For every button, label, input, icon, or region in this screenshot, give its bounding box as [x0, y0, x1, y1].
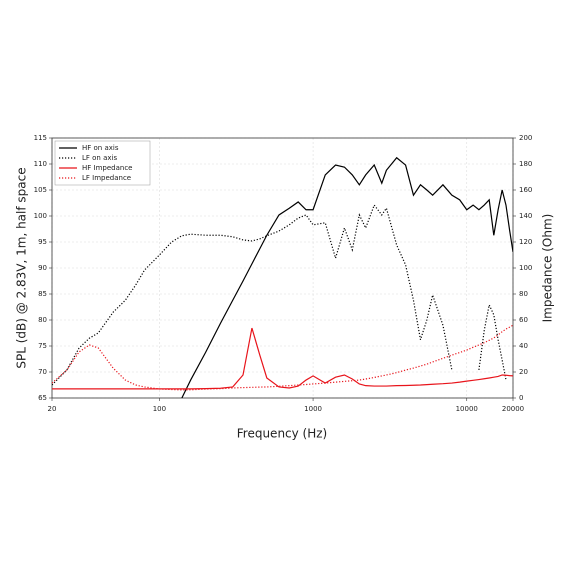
y2-tick-label: 100 — [519, 264, 532, 272]
y2-tick-label: 200 — [519, 134, 532, 142]
y-tick-label: 105 — [34, 186, 47, 194]
y2-tick-label: 60 — [519, 316, 528, 324]
y2-tick-label: 180 — [519, 160, 532, 168]
y-tick-label: 100 — [34, 212, 47, 220]
y-tick-label: 65 — [38, 394, 47, 402]
x-tick-label: 10000 — [456, 405, 478, 413]
y-tick-label: 80 — [38, 316, 47, 324]
plot-frame — [51, 137, 514, 399]
y2-axis-title: Impedance (Ohm) — [541, 214, 555, 323]
legend-label: LF Impedance — [82, 174, 131, 182]
legend-label: LF on axis — [82, 154, 117, 162]
legend-label: HF Impedance — [82, 164, 132, 172]
series-line — [52, 324, 513, 391]
y-axis-title: SPL (dB) @ 2.83V, 1m, half space — [15, 167, 29, 368]
x-tick-label: 1000 — [304, 405, 322, 413]
y-tick-label: 115 — [34, 134, 47, 142]
series-line — [52, 203, 507, 386]
y2-tick-label: 120 — [519, 238, 532, 246]
y2-tick-label: 0 — [519, 394, 523, 402]
legend-label: HF on axis — [82, 144, 119, 152]
y2-tick-label: 160 — [519, 186, 532, 194]
y2-tick-label: 140 — [519, 212, 532, 220]
series-line — [181, 156, 513, 398]
x-tick-label: 100 — [153, 405, 166, 413]
y2-tick-label: 80 — [519, 290, 528, 298]
x-tick-label: 20 — [48, 405, 57, 413]
x-axis-title: Frequency (Hz) — [237, 427, 328, 441]
y2-tick-label: 20 — [519, 368, 528, 376]
y-tick-label: 110 — [34, 160, 47, 168]
y-tick-label: 95 — [38, 238, 47, 246]
x-tick-label: 20000 — [502, 405, 524, 413]
y-tick-label: 75 — [38, 342, 47, 350]
y-tick-label: 70 — [38, 368, 47, 376]
y2-tick-label: 40 — [519, 342, 528, 350]
y-tick-label: 85 — [38, 290, 47, 298]
y-tick-label: 90 — [38, 264, 47, 272]
